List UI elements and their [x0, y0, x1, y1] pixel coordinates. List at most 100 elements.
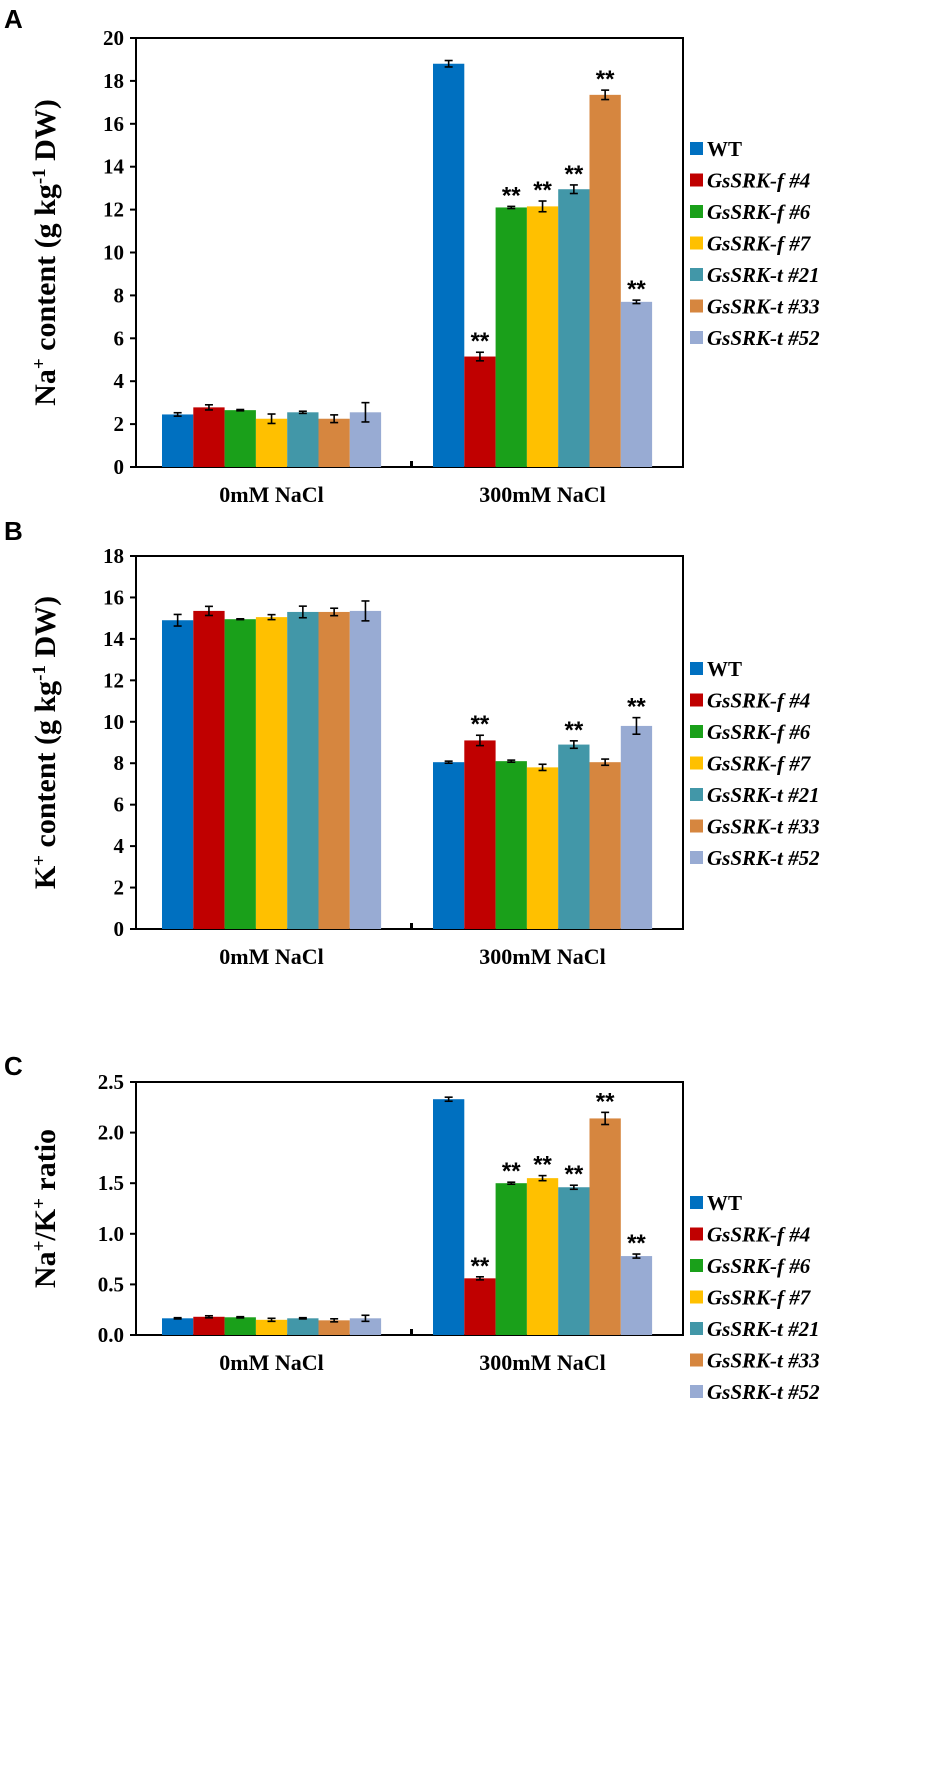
significance-label: ** [471, 711, 490, 738]
significance-label: ** [565, 1161, 584, 1188]
y-tick-label: 8 [114, 283, 125, 307]
bar-1-1 [464, 740, 496, 929]
legend-label: GsSRK-f #6 [707, 1254, 811, 1278]
significance-label: ** [596, 66, 615, 93]
bar-1-3 [526, 206, 559, 467]
panel-a: A 0 2 4 6 8 10 12 14 16 18 20 0mM NaCl ** ** ** ** ** ** 30… [4, 4, 820, 507]
significance-label: ** [533, 1152, 552, 1179]
y-title-superscript: + [29, 855, 50, 866]
y-title-text: /K [29, 1208, 62, 1241]
y-tick-label: 6 [114, 326, 125, 350]
legend-swatch [690, 756, 703, 770]
y-axis-title: K+ content (g kg-1 DW) [29, 596, 63, 889]
y-axis-title: Na+ content (g kg-1 DW) [29, 99, 63, 406]
x-category-label: 0mM NaCl [219, 1350, 323, 1375]
legend-swatch [690, 236, 703, 250]
bar-0-5 [318, 1320, 350, 1335]
legend-swatch [690, 1290, 703, 1304]
legend-label: WT [707, 657, 742, 681]
y-title-superscript: -1 [29, 168, 50, 184]
bar-1-0 [433, 762, 465, 929]
legend-label: GsSRK-f #4 [707, 689, 810, 713]
y-title-text: content (g kg [29, 681, 62, 855]
x-category-label: 300mM NaCl [479, 1350, 605, 1375]
plot-frame [135, 555, 684, 930]
x-category-label: 300mM NaCl [479, 944, 605, 969]
legend-swatch [690, 1196, 703, 1209]
bar-0-6 [349, 610, 382, 929]
legend-swatch [690, 1259, 703, 1272]
y-tick-label: 16 [103, 585, 124, 609]
y-tick-label: 18 [103, 544, 124, 568]
y-tick-label: 2 [114, 412, 125, 436]
legend-swatch [690, 299, 703, 313]
panel-c: C 0.0 0.5 1.0 1.5 2.0 2.5 0mM NaCl ** ** ** ** ** ** 3… [4, 1051, 820, 1404]
y-title-text: K [29, 865, 62, 889]
bar-0-0 [162, 414, 194, 467]
y-title-text: ratio [29, 1129, 62, 1198]
legend-swatch [690, 725, 703, 738]
bar-1-3 [526, 1178, 559, 1335]
y-tick-label: 10 [103, 241, 124, 265]
significance-label: ** [565, 161, 584, 188]
legend-swatch [690, 851, 703, 864]
y-title-superscript: + [29, 1198, 50, 1209]
bar-1-2 [495, 761, 527, 929]
bar-1-6 [620, 301, 653, 467]
bar-1-2 [495, 207, 527, 467]
legend-label: GsSRK-f #6 [707, 720, 811, 744]
legend-label: GsSRK-f #7 [707, 232, 812, 256]
legend-label: GsSRK-t #33 [707, 1349, 820, 1373]
bar-0-4 [287, 412, 319, 467]
y-tick-label: 6 [114, 793, 125, 817]
significance-label: ** [596, 1088, 615, 1115]
legend-label: GsSRK-f #7 [707, 752, 812, 776]
y-tick-label: 14 [103, 155, 125, 179]
bar-0-5 [318, 611, 350, 929]
y-title-superscript: + [29, 358, 50, 369]
y-tick-label: 12 [103, 668, 124, 692]
bar-0-1 [193, 407, 225, 467]
legend-swatch [690, 1227, 703, 1241]
y-title-text: content (g kg [29, 184, 62, 358]
significance-label: ** [627, 276, 646, 303]
bar-0-3 [255, 418, 288, 467]
plot-frame [135, 1081, 684, 1336]
y-tick-label: 1.0 [98, 1222, 124, 1246]
bar-1-0 [433, 63, 465, 468]
panel-letter: C [4, 1051, 23, 1081]
y-title-text: Na [29, 1251, 62, 1288]
bar-0-5 [318, 418, 350, 467]
x-category-label: 300mM NaCl [479, 482, 605, 507]
y-tick-label: 14 [103, 627, 125, 651]
legend-swatch [690, 142, 703, 155]
bar-0-4 [287, 1318, 319, 1335]
y-tick-label: 0.5 [98, 1272, 124, 1296]
significance-label: ** [627, 694, 646, 721]
bar-0-0 [162, 1318, 194, 1335]
y-tick-label: 4 [114, 369, 125, 393]
legend-label: GsSRK-t #21 [707, 263, 820, 287]
bar-0-3 [255, 1319, 288, 1335]
y-tick-label: 0.0 [98, 1323, 124, 1347]
legend-swatch [690, 1385, 703, 1398]
legend-label: WT [707, 1191, 742, 1215]
y-tick-label: 2 [114, 876, 125, 900]
legend-label: GsSRK-t #52 [707, 1380, 820, 1404]
bar-0-2 [224, 1317, 256, 1335]
y-tick-label: 2.0 [98, 1121, 124, 1145]
legend-swatch [690, 662, 703, 675]
bar-1-3 [526, 767, 559, 929]
panel-b: B 0 2 4 6 8 10 12 14 16 18 0mM NaCl ** ** ** 300mM NaCl… [4, 516, 820, 969]
significance-label: ** [627, 1230, 646, 1257]
y-tick-label: 8 [114, 751, 125, 775]
legend-label: GsSRK-t #21 [707, 1317, 820, 1341]
y-title-superscript: + [29, 1241, 50, 1252]
bar-1-5 [589, 762, 621, 929]
legend-swatch [690, 819, 703, 833]
x-category-label: 0mM NaCl [219, 482, 323, 507]
bar-1-5 [589, 1118, 621, 1335]
significance-label: ** [502, 1158, 521, 1185]
bar-1-4 [558, 744, 590, 929]
